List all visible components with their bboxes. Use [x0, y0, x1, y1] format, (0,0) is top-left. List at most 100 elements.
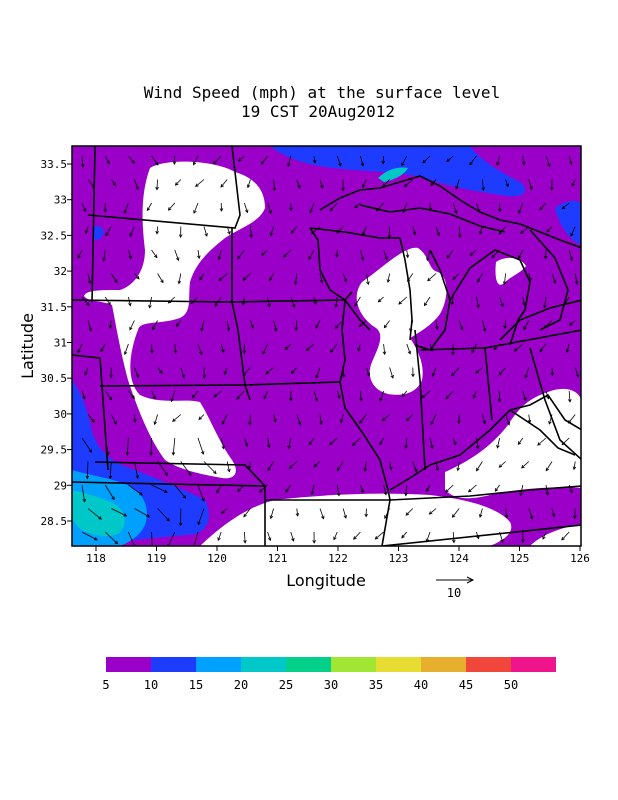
wind-vector-arrow: [104, 390, 113, 401]
wind-vector-arrow: [481, 179, 486, 192]
y-tick-label: 30: [54, 408, 67, 421]
wind-vector-arrow: [221, 508, 228, 514]
wind-vector-arrow: [551, 273, 557, 284]
y-axis: 33.5 33 32.5 32 31.5 31 30.5 30 29.5 29 28.5: [41, 158, 72, 528]
y-tick-label: 31: [54, 337, 67, 350]
y-tick-label: 28.5: [41, 515, 68, 528]
coast-lower-peninsula: [449, 249, 531, 346]
border-wisconsin: [309, 227, 400, 239]
wind-vector-arrow: [128, 390, 135, 400]
calm-region-upper-right: [495, 257, 526, 285]
wind-vector-arrow: [401, 390, 408, 398]
wind-vector-arrow: [108, 320, 113, 329]
wind-vector-arrow: [285, 484, 292, 493]
wind-vector-arrow: [244, 437, 249, 447]
wind-vector-arrow: [197, 249, 201, 260]
wind-15-25-regions: [72, 167, 408, 546]
wind-vector-arrow: [267, 437, 271, 449]
wind-vector-arrow: [435, 226, 441, 237]
wind-vector-arrow: [284, 343, 292, 351]
wind-vector-arrow: [503, 320, 507, 330]
wind-vector-arrow: [109, 367, 113, 379]
wind-vector-arrow: [518, 249, 524, 260]
coast-superior: [319, 175, 581, 249]
wind-vector-arrow: [308, 437, 315, 446]
wind-vector-arrow: [111, 508, 128, 517]
wind-vector-arrow: [404, 484, 408, 497]
wind-vector-arrow: [359, 414, 367, 424]
wind-vector-arrow: [134, 367, 140, 379]
wind-vector-arrow: [85, 461, 90, 480]
wind-vector-arrow: [543, 249, 548, 260]
wind-vector-arrow: [110, 179, 116, 186]
map-title-line-1: Wind Speed (mph) at the surface level: [144, 83, 500, 102]
wind-vector-arrow: [452, 531, 456, 544]
wind-vector-arrow: [220, 437, 225, 450]
wind-vector-arrow: [452, 437, 457, 446]
wind-vector-arrow: [134, 179, 139, 191]
colorbar-label: 45: [459, 678, 473, 692]
colorbar-label: 5: [102, 678, 109, 692]
wind-vector-arrow: [77, 343, 83, 354]
wind-vector-arrow: [315, 320, 321, 329]
wind-vector-arrow: [406, 343, 412, 355]
wind-20-25-region-southwest: [72, 490, 125, 537]
wind-vector-arrow: [319, 273, 324, 284]
wind-vector-arrow: [198, 414, 205, 421]
map-title-line-2: 19 CST 20Aug2012: [241, 102, 395, 121]
coast-upper-peninsula: [359, 204, 506, 233]
border-east-3: [509, 409, 576, 456]
wind-vector-arrow: [167, 202, 176, 211]
wind-vector-arrow: [171, 437, 176, 456]
wind-vector-arrow: [455, 179, 460, 190]
y-tick-label: 31.5: [41, 301, 68, 314]
wind-vector-arrow: [475, 367, 483, 374]
calm-region-south: [200, 493, 512, 546]
wind-vector-arrow: [383, 320, 390, 329]
wind-vector-arrow: [308, 249, 315, 261]
wind-vector-arrow: [329, 343, 338, 353]
wind-vector-arrow: [574, 273, 579, 285]
wind-vector-arrow: [405, 508, 414, 516]
wind-vector-arrow: [467, 484, 477, 493]
y-tick-label: 32: [54, 265, 67, 278]
wind-vector-arrow: [336, 390, 341, 400]
y-tick-label: 29.5: [41, 444, 68, 457]
wind-vector-arrow: [319, 414, 323, 426]
wind-vector-arrow: [451, 367, 460, 377]
wind-vector-arrow: [263, 390, 268, 400]
wind-vector-arrow: [374, 531, 384, 540]
colorbar: 5 10 15 20 25 30 35 40 45 50: [102, 657, 556, 692]
wind-vector-arrow: [571, 179, 576, 187]
wind-vector-arrow: [572, 461, 577, 471]
wind-vector-arrow: [573, 508, 577, 520]
wind-vector-arrow: [288, 461, 298, 469]
wind-vector-arrow: [155, 179, 159, 191]
colorbar-label: 10: [144, 678, 158, 692]
wind-vector-arrow: [105, 226, 112, 237]
wind-vector-arrow: [362, 179, 367, 189]
wind-vector-arrow: [377, 296, 384, 303]
wind-vector-arrow: [497, 390, 502, 403]
y-tick-label: 32.5: [41, 229, 68, 242]
wind-vector-arrow: [446, 155, 454, 162]
wind-vector-arrow: [269, 226, 274, 237]
wind-vector-arrow: [403, 179, 414, 188]
wind-vector-arrow: [294, 273, 298, 286]
wind-vector-arrow: [128, 484, 143, 496]
wind-vector-arrow: [309, 202, 315, 214]
wind-vector-arrow: [561, 202, 570, 210]
wind-vector-arrow: [329, 437, 338, 446]
wind-vector-arrow: [248, 414, 252, 426]
wind-vector-arrow: [496, 437, 500, 449]
wind-vector-arrow: [150, 343, 154, 354]
x-tick-label: 118: [86, 552, 106, 565]
wind-vector-arrow: [193, 155, 199, 166]
wind-vector-arrow: [428, 508, 437, 515]
wind-vector-arrow: [267, 461, 274, 472]
wind-vector-arrow: [197, 437, 205, 455]
wind-vector-arrow: [435, 320, 439, 330]
wind-vector-arrow: [267, 202, 272, 214]
wind-vector-arrow: [336, 484, 341, 497]
wind-vector-arrow: [151, 249, 158, 259]
